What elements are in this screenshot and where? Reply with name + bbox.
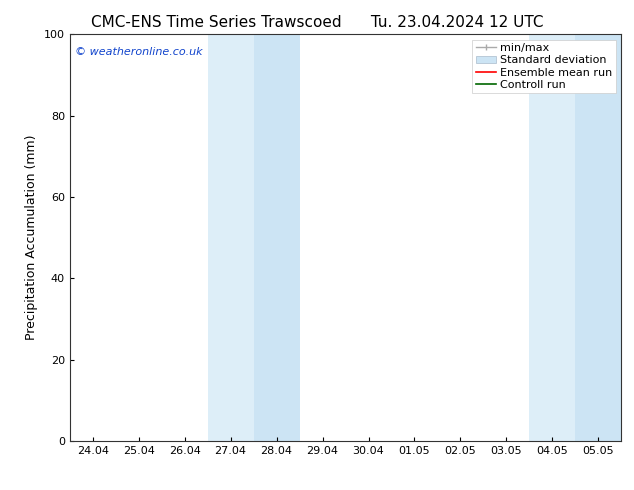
Bar [575, 34, 621, 441]
Legend: min/max, Standard deviation, Ensemble mean run, Controll run: min/max, Standard deviation, Ensemble me… [472, 40, 616, 93]
Bar [254, 34, 299, 441]
Text: © weatheronline.co.uk: © weatheronline.co.uk [75, 47, 203, 56]
Y-axis label: Precipitation Accumulation (mm): Precipitation Accumulation (mm) [25, 135, 38, 341]
Bar [529, 34, 575, 441]
Text: CMC-ENS Time Series Trawscoed      Tu. 23.04.2024 12 UTC: CMC-ENS Time Series Trawscoed Tu. 23.04.… [91, 15, 543, 30]
Bar [207, 34, 254, 441]
